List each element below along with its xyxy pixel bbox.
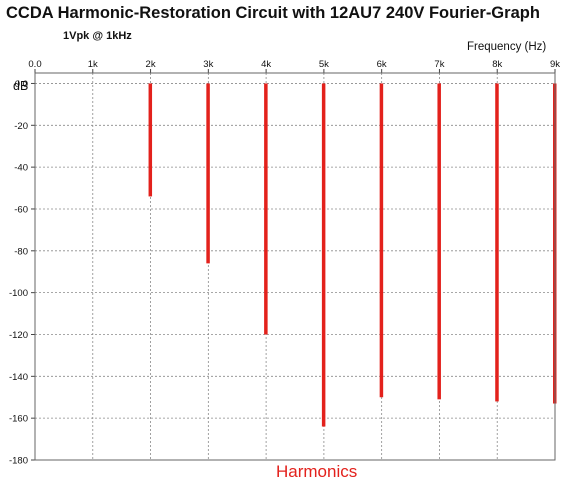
- x-tick-label: 1k: [88, 59, 98, 70]
- x-tick-label: 2k: [146, 59, 156, 70]
- x-tick-label: 6k: [377, 59, 387, 70]
- x-tick-label: 5k: [319, 59, 329, 70]
- plot-frame: [34, 72, 556, 461]
- harmonic-bar-5k: [321, 83, 326, 427]
- x-tick-label: 8k: [492, 59, 502, 70]
- y-tick-label: -160: [9, 414, 28, 425]
- y-tick-label: -120: [9, 330, 28, 341]
- harmonic-bar-4k: [264, 83, 268, 335]
- y-tick-label: -80: [14, 246, 28, 257]
- harmonic-bar-2k: [148, 83, 153, 197]
- x-tick-label: 9k: [550, 59, 560, 70]
- x-tick-label: 4k: [261, 59, 271, 70]
- chart-caption: Harmonics: [276, 462, 358, 481]
- grid-lines: [31, 69, 556, 461]
- harmonic-bar-6k: [379, 83, 384, 398]
- y-tick-label: -140: [9, 372, 28, 383]
- harmonic-bar-7k: [437, 83, 441, 400]
- x-tick-label: 0.0: [28, 59, 41, 70]
- harmonic-bar-3k: [206, 83, 210, 264]
- x-tick-label: 3k: [203, 59, 213, 70]
- x-tick-label: 7k: [434, 59, 444, 70]
- harmonic-bar-8k: [495, 83, 499, 402]
- x-axis-label: Frequency (Hz): [467, 41, 547, 53]
- harmonic-bars: [148, 83, 557, 427]
- y-axis-label: dB: [13, 79, 29, 93]
- y-tick-label: -60: [14, 204, 28, 215]
- y-tick-label: -180: [9, 456, 28, 467]
- y-tick-label: -100: [9, 288, 28, 299]
- y-tick-labels: 0.0 -20 -40 -60 -80 -100 -120 -140 -160 -180: [9, 79, 28, 467]
- chart-title: CCDA Harmonic-Restoration Circuit with 1…: [6, 4, 540, 22]
- y-tick-label: -20: [14, 121, 28, 132]
- x-tick-labels: 0.0 1k 2k 3k 4k 5k 6k 7k 8k 9k: [28, 59, 560, 70]
- y-tick-label: 0.0: [15, 79, 28, 90]
- chart-subtitle: 1Vpk @ 1kHz: [63, 30, 132, 42]
- y-tick-label: -40: [14, 163, 28, 174]
